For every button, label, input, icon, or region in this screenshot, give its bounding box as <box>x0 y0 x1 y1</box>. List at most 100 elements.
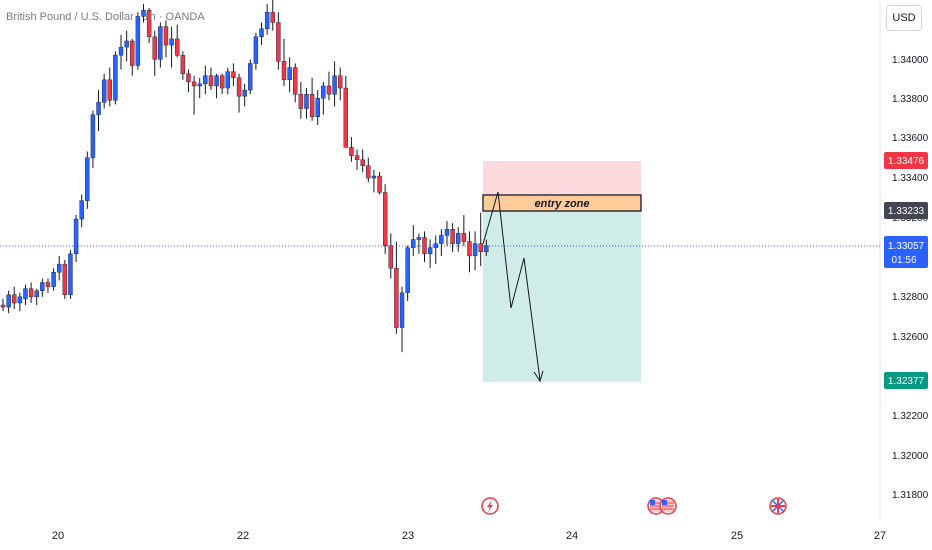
candle-body-up <box>17 296 23 304</box>
candle <box>73 214 79 263</box>
candle <box>231 63 236 86</box>
candle-body-up <box>444 229 450 236</box>
candle-body-up <box>315 98 320 117</box>
candle <box>405 245 410 301</box>
entry-price-text: 1.33233 <box>888 206 925 217</box>
candle <box>130 38 135 76</box>
candle-body-up <box>23 288 28 300</box>
candle <box>85 151 90 209</box>
candle-body-down <box>377 175 382 193</box>
candle-body-down <box>338 75 343 89</box>
candle <box>416 233 422 254</box>
candle-body-up <box>405 247 410 293</box>
y-tick-label: 1.34000 <box>892 55 929 66</box>
candle <box>276 12 281 70</box>
candle-body-down <box>231 71 236 78</box>
candle <box>309 77 315 121</box>
candle <box>371 169 377 193</box>
candle <box>444 221 450 246</box>
projection-arrow-head <box>533 370 544 383</box>
candle-body-down <box>309 93 315 117</box>
candle <box>332 61 337 107</box>
x-tick-label: 23 <box>402 530 414 542</box>
candle-body-down <box>146 10 152 38</box>
x-tick-label: 20 <box>52 530 64 542</box>
candle <box>163 20 169 58</box>
current-price-badge <box>884 236 928 268</box>
candle <box>219 73 225 95</box>
y-tick-label: 1.33800 <box>892 94 929 105</box>
candle-body-down <box>354 155 360 160</box>
entry-zone-box[interactable] <box>482 194 642 212</box>
candle-body-up <box>472 243 478 257</box>
uk-flag-event-icon[interactable] <box>769 497 787 515</box>
candle <box>450 223 455 252</box>
candle-body-down <box>349 147 354 156</box>
candle <box>467 231 472 273</box>
candle-body-up <box>169 38 174 46</box>
candle <box>169 26 174 68</box>
bar-countdown-text: 01:56 <box>891 255 916 266</box>
candle <box>191 75 197 115</box>
candle <box>394 241 399 334</box>
candle-body-up <box>51 272 56 287</box>
currency-button[interactable]: USD <box>886 5 922 31</box>
candle-body-up <box>427 247 433 255</box>
candle-body-down <box>298 93 304 109</box>
candle <box>264 4 270 35</box>
candle-body-down <box>175 38 180 56</box>
candle <box>90 110 96 168</box>
candle <box>186 69 191 93</box>
candle-body-up <box>399 292 405 328</box>
y-tick-label: 1.31800 <box>892 490 929 501</box>
candle-body-up <box>101 79 107 103</box>
candle-body-up <box>416 237 422 240</box>
candle-body-up <box>141 10 146 17</box>
us-flag-event-icon[interactable] <box>659 497 677 515</box>
candle <box>472 231 478 271</box>
candle-body-up <box>253 36 259 64</box>
candle-body-up <box>411 239 416 248</box>
projection-path <box>482 191 541 381</box>
candle <box>343 75 349 148</box>
candle-body-up <box>242 89 247 97</box>
candle <box>23 284 28 306</box>
candle-body-up <box>214 75 219 87</box>
candle <box>180 51 186 80</box>
candle <box>225 67 231 95</box>
candle <box>433 235 438 265</box>
candle <box>382 184 388 254</box>
candle-body-up <box>79 200 84 220</box>
candle-body-down <box>130 40 135 66</box>
candle-body-down <box>62 263 68 296</box>
candle <box>360 149 365 172</box>
candle <box>79 194 84 228</box>
candle-body-up <box>85 157 90 201</box>
candle-body-down <box>191 81 197 87</box>
candle <box>214 73 219 99</box>
x-tick-label: 25 <box>731 530 743 542</box>
stop-price-text: 1.33476 <box>888 156 925 167</box>
candle-body-down <box>163 26 169 46</box>
candle <box>0 298 6 312</box>
candle <box>146 8 152 43</box>
candle <box>62 260 68 299</box>
candle-body-down <box>461 233 467 242</box>
candle <box>456 227 461 252</box>
current-price-text: 1.33057 <box>888 241 925 252</box>
candle-body-up <box>158 26 163 60</box>
candle-body-down <box>45 282 51 287</box>
candle-body-up <box>456 233 461 244</box>
candle-body-down <box>270 12 275 23</box>
candle <box>461 214 467 246</box>
candle <box>40 278 45 297</box>
candle <box>28 282 34 303</box>
candle <box>287 57 292 93</box>
entry-price-badge <box>884 202 928 219</box>
candle <box>377 171 382 195</box>
lightning-event-icon[interactable] <box>481 497 499 515</box>
candle <box>17 292 23 312</box>
candle-body-down <box>382 192 388 246</box>
candle-body-up <box>433 243 438 248</box>
